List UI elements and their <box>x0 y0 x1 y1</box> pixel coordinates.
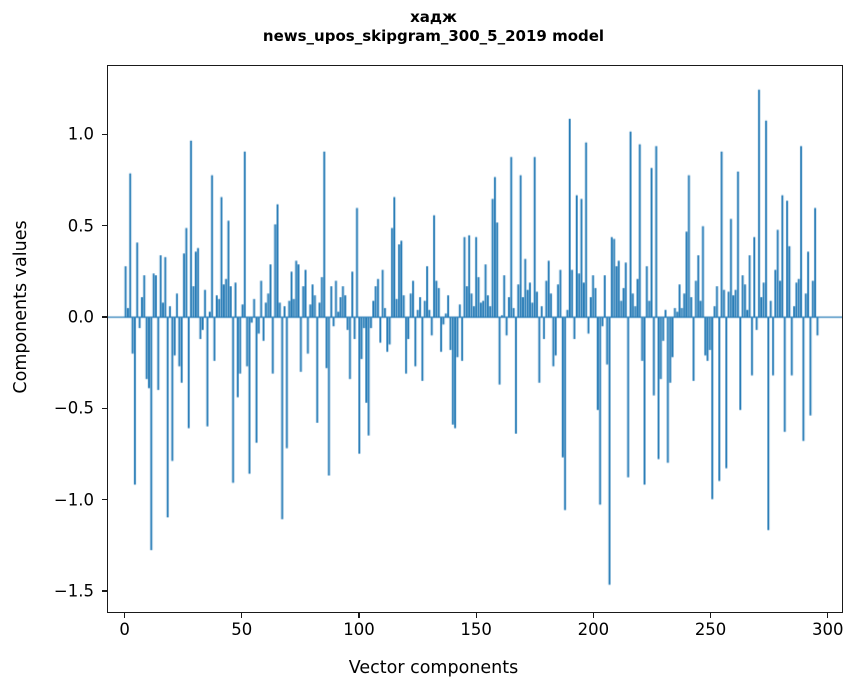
x-tick-label: 50 <box>231 620 253 639</box>
x-tick-label: 100 <box>343 620 375 639</box>
y-tick-mark <box>102 316 107 318</box>
x-tick-mark <box>592 613 595 618</box>
plot-area <box>107 65 843 613</box>
x-tick-mark <box>827 613 829 618</box>
chart-title-model: news_upos_skipgram_300_5_2019 model <box>262 27 605 45</box>
x-tick-label: 150 <box>460 620 492 639</box>
x-tick-label: 300 <box>812 620 844 639</box>
y-tick-mark <box>102 133 107 136</box>
y-axis-label: Components values <box>11 220 31 394</box>
x-tick-mark <box>475 613 477 618</box>
x-tick-label: 0 <box>119 620 130 639</box>
y-tick-label: 0.5 <box>67 216 94 236</box>
y-tick-mark <box>102 225 107 227</box>
x-tick-label: 200 <box>577 620 610 639</box>
chart-title-word: хадж <box>410 8 457 26</box>
y-tick-label: 0.0 <box>67 307 94 327</box>
y-tick-mark <box>102 407 107 410</box>
x-tick-mark <box>123 613 126 618</box>
y-tick-mark <box>102 499 107 501</box>
y-tick-label: −0.5 <box>53 398 94 418</box>
y-tick-label: −1.0 <box>53 490 94 510</box>
y-tick-label: 1.0 <box>67 124 94 144</box>
x-axis-label: Vector components <box>348 658 519 678</box>
x-tick-mark <box>358 613 360 618</box>
x-tick-label: 250 <box>694 620 727 639</box>
y-tick-label: −1.5 <box>53 581 94 601</box>
chart-title: хадж news_upos_skipgram_300_5_2019 model <box>0 8 867 46</box>
bar-series-canvas <box>108 66 842 612</box>
x-tick-mark <box>709 613 712 618</box>
y-tick-mark <box>102 590 107 592</box>
x-tick-mark <box>241 613 243 618</box>
